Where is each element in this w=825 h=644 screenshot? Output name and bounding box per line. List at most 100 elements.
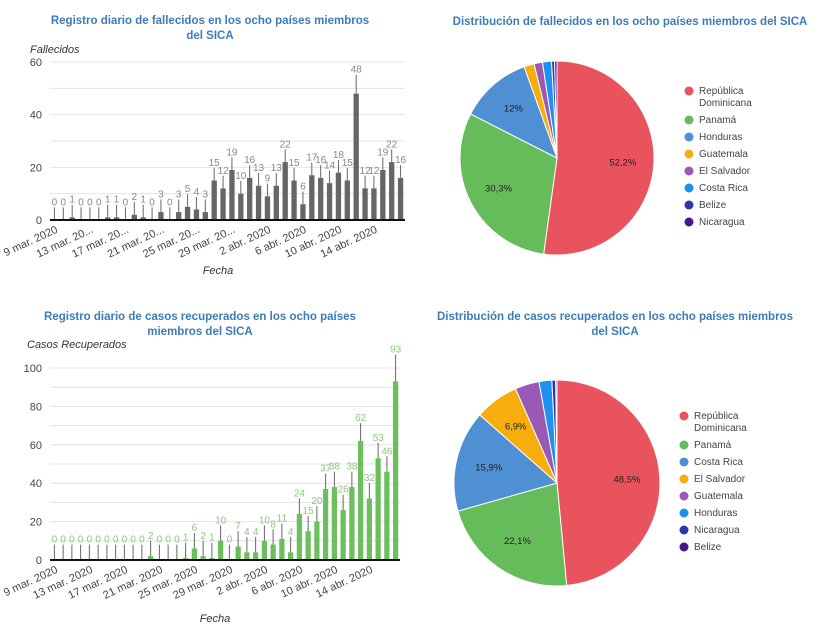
- legend-marker: [679, 411, 689, 421]
- legend-label: El Salvador: [699, 166, 751, 177]
- data-label: 4: [253, 527, 259, 538]
- y-axis-label: Fallecidos: [30, 44, 80, 56]
- y-tick-label: 60: [30, 57, 42, 69]
- data-label: 0: [104, 535, 110, 546]
- legend-marker: [684, 86, 694, 96]
- data-label: 0: [167, 197, 173, 208]
- data-label: 0: [227, 535, 233, 546]
- y-tick-label: 60: [30, 440, 42, 452]
- data-label: 20: [311, 496, 323, 507]
- y-tick-label: 0: [36, 215, 42, 227]
- y-tick-label: 40: [30, 110, 42, 122]
- bar: [184, 206, 191, 220]
- legend-marker: [679, 542, 689, 552]
- data-label: 0: [87, 197, 93, 208]
- bar: [384, 471, 390, 560]
- pie-slice: [469, 66, 558, 160]
- data-label: 22: [280, 139, 292, 150]
- bar: [326, 183, 333, 220]
- data-label: 19: [377, 147, 389, 158]
- y-tick-label: 100: [24, 363, 42, 375]
- slice-label: 15,9%: [475, 463, 502, 474]
- legend-label: Belize: [694, 542, 722, 553]
- data-label: 0: [78, 535, 84, 546]
- pie-slice: [556, 379, 661, 587]
- legend-marker: [679, 474, 689, 484]
- bar: [305, 531, 311, 560]
- data-label: 0: [157, 535, 163, 546]
- data-label: 37: [320, 464, 332, 475]
- chart-title: Registro diario de fallecidos en los och…: [51, 15, 369, 42]
- data-label: 2: [148, 531, 154, 542]
- data-label: 1: [140, 195, 146, 206]
- bar: [353, 93, 359, 220]
- chart-title: Registro diario de casos recuperados en …: [44, 311, 356, 338]
- bar: [235, 546, 241, 560]
- bar: [140, 217, 146, 220]
- y-axis-label: Casos Recuperados: [27, 339, 127, 351]
- bar: [270, 544, 276, 560]
- bar: [255, 185, 262, 220]
- data-label: 4: [244, 527, 250, 538]
- legend-label: Honduras: [699, 132, 742, 143]
- bar: [323, 488, 329, 560]
- bar: [273, 185, 279, 220]
- bar: [344, 180, 350, 220]
- pie-chart-3: 48,5% 22,1% 15,9% 6,9% República Dominicana Pa…: [453, 379, 747, 587]
- data-label: 7: [235, 521, 241, 532]
- legend-marker: [684, 166, 694, 176]
- bar: [331, 487, 337, 560]
- x-axis-label: Fecha: [200, 613, 231, 625]
- data-label: 15: [289, 158, 301, 169]
- legend-marker: [679, 508, 689, 518]
- data-label: 24: [294, 489, 306, 500]
- data-label: 0: [130, 535, 136, 546]
- data-label: 15: [342, 158, 354, 169]
- legend-label: República Dominicana: [699, 86, 752, 109]
- bar: [244, 552, 250, 560]
- data-label: 1: [69, 195, 75, 206]
- bar: [191, 548, 197, 560]
- pie-slice: [457, 482, 568, 587]
- bar: [288, 552, 294, 560]
- data-label: 6: [300, 182, 306, 193]
- legend-marker: [684, 132, 694, 142]
- data-label: 5: [185, 184, 191, 195]
- legend-marker: [679, 457, 689, 467]
- data-label: 0: [95, 535, 101, 546]
- slice-label: 12%: [504, 104, 524, 115]
- chart-title: Distribución de fallecidos en los ocho p…: [453, 16, 808, 28]
- legend-label: Panamá: [699, 115, 737, 126]
- data-label: 0: [149, 197, 155, 208]
- bar: [158, 212, 164, 220]
- legend-marker: [684, 217, 694, 227]
- data-label: 12: [360, 166, 372, 177]
- data-label: 8: [270, 519, 276, 530]
- bar: [69, 217, 75, 220]
- data-label: 0: [52, 535, 58, 546]
- data-label: 0: [61, 197, 67, 208]
- bar: [375, 458, 381, 560]
- bar: [300, 204, 306, 220]
- data-label: 46: [381, 446, 393, 457]
- data-label: 26: [338, 485, 350, 496]
- bar: [340, 510, 346, 560]
- legend-marker: [684, 183, 694, 193]
- bar: [238, 193, 244, 220]
- y-tick-label: 40: [30, 478, 42, 490]
- bar: [358, 440, 364, 560]
- data-label: 0: [78, 197, 84, 208]
- data-label: 13: [253, 163, 265, 174]
- data-label: 17: [306, 153, 318, 164]
- data-label: 0: [139, 535, 145, 546]
- legend-label: Guatemala: [694, 491, 743, 502]
- x-axis-label: Fecha: [203, 265, 234, 277]
- data-label: 16: [315, 155, 327, 166]
- data-label: 13: [271, 163, 283, 174]
- legend-label: Honduras: [694, 508, 737, 519]
- legend-marker: [684, 200, 694, 210]
- data-label: 0: [69, 535, 75, 546]
- y-tick-label: 80: [30, 401, 42, 413]
